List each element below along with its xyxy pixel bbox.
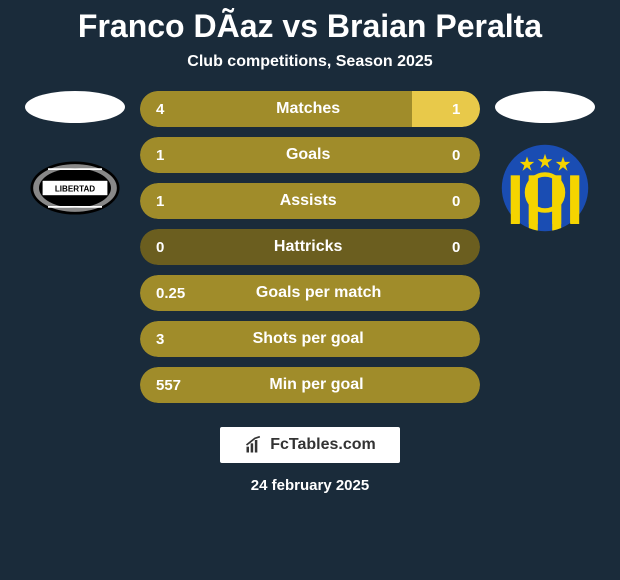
stat-bar: 1 Goals 0 [140, 137, 480, 173]
libertad-badge-icon: LIBERTAD [30, 143, 120, 233]
stat-right-value: 0 [452, 147, 464, 164]
club-badge-left: LIBERTAD [30, 143, 120, 233]
stat-label: Min per goal [269, 376, 363, 394]
stat-content: 0 Hattricks 0 [140, 238, 480, 256]
stat-left-value: 3 [156, 331, 164, 348]
stat-left-value: 1 [156, 193, 164, 210]
stat-left-value: 557 [156, 377, 181, 394]
stat-left-value: 1 [156, 147, 164, 164]
stat-bar: 4 Matches 1 [140, 91, 480, 127]
stat-content: 1 Goals 0 [140, 146, 480, 164]
logo-text: FcTables.com [270, 436, 376, 454]
stat-right-value: 0 [452, 239, 464, 256]
stat-label: Assists [280, 192, 337, 210]
stat-left-value: 4 [156, 101, 164, 118]
fctables-logo[interactable]: FcTables.com [220, 427, 400, 463]
stat-content: 3 Shots per goal [140, 330, 480, 348]
stat-bar: 0.25 Goals per match [140, 275, 480, 311]
luqueno-badge-icon [500, 143, 590, 233]
stat-left-value: 0.25 [156, 285, 185, 302]
stat-bar: 0 Hattricks 0 [140, 229, 480, 265]
stat-content: 4 Matches 1 [140, 100, 480, 118]
infographic-container: Franco DÃaz vs Braian Peralta Club compe… [0, 0, 620, 514]
stat-content: 557 Min per goal [140, 376, 480, 394]
player-left-column: LIBERTAD [20, 91, 130, 233]
stat-label: Goals [286, 146, 330, 164]
svg-text:LIBERTAD: LIBERTAD [55, 185, 95, 194]
stat-bar: 1 Assists 0 [140, 183, 480, 219]
club-badge-right [500, 143, 590, 233]
stat-label: Shots per goal [253, 330, 364, 348]
avatar-placeholder-left [25, 91, 125, 123]
stat-left-value: 0 [156, 239, 164, 256]
chart-icon [244, 435, 264, 455]
page-subtitle: Club competitions, Season 2025 [187, 53, 432, 71]
main-row: LIBERTAD 4 Matches 1 1 Goals 0 1 Assists 0 0 Hattr… [20, 91, 600, 403]
stat-right-value: 0 [452, 193, 464, 210]
stat-content: 1 Assists 0 [140, 192, 480, 210]
avatar-placeholder-right [495, 91, 595, 123]
stats-column: 4 Matches 1 1 Goals 0 1 Assists 0 0 Hattricks 0 0.25… [140, 91, 480, 403]
stat-bar: 557 Min per goal [140, 367, 480, 403]
stat-content: 0.25 Goals per match [140, 284, 480, 302]
player-right-column [490, 91, 600, 233]
stat-label: Goals per match [256, 284, 381, 302]
stat-label: Hattricks [274, 238, 342, 256]
stat-right-value: 1 [452, 101, 464, 118]
page-title: Franco DÃaz vs Braian Peralta [78, 8, 542, 45]
stat-label: Matches [276, 100, 340, 118]
date-label: 24 february 2025 [251, 477, 369, 494]
stat-bar: 3 Shots per goal [140, 321, 480, 357]
